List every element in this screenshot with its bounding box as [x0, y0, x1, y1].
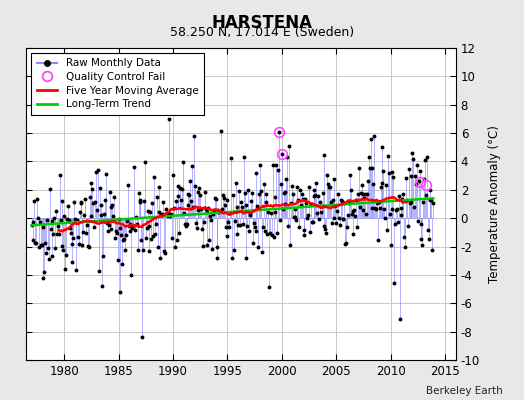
Text: Berkeley Earth: Berkeley Earth	[427, 386, 503, 396]
Legend: Raw Monthly Data, Quality Control Fail, Five Year Moving Average, Long-Term Tren: Raw Monthly Data, Quality Control Fail, …	[31, 53, 204, 114]
Text: 58.250 N, 17.014 E (Sweden): 58.250 N, 17.014 E (Sweden)	[170, 26, 354, 39]
Y-axis label: Temperature Anomaly (°C): Temperature Anomaly (°C)	[488, 125, 501, 283]
Text: HARSTENA: HARSTENA	[212, 14, 312, 32]
